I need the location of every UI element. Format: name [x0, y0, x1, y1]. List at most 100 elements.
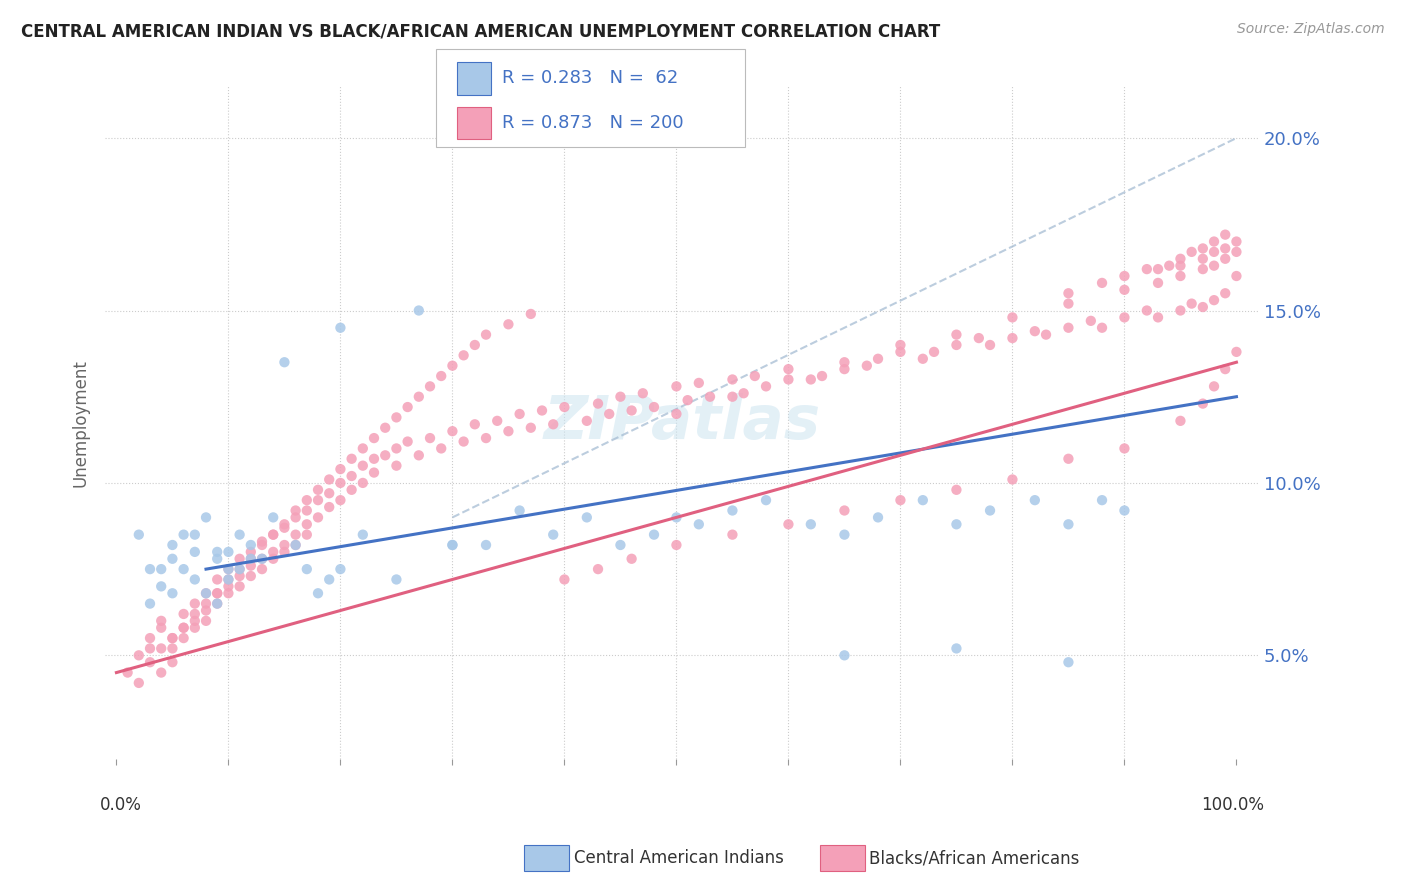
Point — [295, 503, 318, 517]
Point — [733, 386, 755, 401]
Point — [575, 510, 598, 524]
Point — [217, 579, 239, 593]
Point — [1192, 252, 1215, 266]
Point — [295, 517, 318, 532]
Y-axis label: Unemployment: Unemployment — [72, 359, 89, 486]
Point — [217, 573, 239, 587]
Point — [239, 569, 262, 583]
Point — [1136, 303, 1159, 318]
Point — [531, 403, 554, 417]
Point — [385, 442, 408, 456]
Point — [273, 545, 295, 559]
Point — [755, 493, 778, 508]
Point — [1114, 310, 1136, 325]
Point — [1225, 268, 1247, 283]
Point — [1213, 252, 1236, 266]
Point — [1057, 296, 1080, 310]
Point — [385, 458, 408, 473]
Point — [262, 545, 284, 559]
Point — [162, 655, 184, 669]
Point — [643, 527, 665, 541]
Point — [1202, 244, 1225, 259]
Point — [498, 424, 520, 438]
Point — [184, 607, 207, 621]
Point — [464, 338, 486, 352]
Point — [1114, 503, 1136, 517]
Point — [834, 527, 856, 541]
Point — [1091, 320, 1114, 334]
Point — [1170, 268, 1192, 283]
Point — [778, 372, 800, 386]
Point — [318, 500, 340, 514]
Point — [1057, 655, 1080, 669]
Point — [834, 362, 856, 376]
Point — [866, 510, 889, 524]
Point — [419, 379, 441, 393]
Point — [889, 493, 911, 508]
Point — [1202, 379, 1225, 393]
Point — [228, 579, 250, 593]
Point — [195, 603, 218, 617]
Point — [385, 573, 408, 587]
Point — [1213, 362, 1236, 376]
Point — [979, 503, 1001, 517]
Point — [273, 517, 295, 532]
Point — [665, 379, 688, 393]
Point — [688, 517, 710, 532]
Point — [1225, 344, 1247, 359]
Point — [139, 655, 162, 669]
Point — [1057, 451, 1080, 466]
Point — [307, 483, 329, 497]
Point — [721, 372, 744, 386]
Point — [217, 586, 239, 600]
Point — [250, 551, 273, 566]
Point — [408, 390, 430, 404]
Point — [340, 451, 363, 466]
Point — [1170, 414, 1192, 428]
Point — [1147, 262, 1170, 277]
Point — [396, 400, 419, 414]
Point — [173, 527, 195, 541]
Text: Blacks/African Americans: Blacks/African Americans — [869, 849, 1080, 867]
Point — [239, 551, 262, 566]
Point — [262, 527, 284, 541]
Point — [1114, 442, 1136, 456]
Point — [945, 338, 967, 352]
Point — [665, 407, 688, 421]
Point — [195, 586, 218, 600]
Point — [273, 355, 295, 369]
Point — [239, 551, 262, 566]
Point — [184, 527, 207, 541]
Point — [419, 431, 441, 445]
Point — [363, 466, 385, 480]
Point — [150, 621, 173, 635]
Point — [262, 527, 284, 541]
Point — [945, 641, 967, 656]
Point — [800, 517, 823, 532]
Point — [150, 562, 173, 576]
Point — [889, 338, 911, 352]
Point — [430, 442, 453, 456]
Point — [665, 510, 688, 524]
Point — [329, 562, 352, 576]
Point — [1024, 493, 1046, 508]
Point — [217, 545, 239, 559]
Point — [834, 503, 856, 517]
Point — [1147, 310, 1170, 325]
Point — [329, 475, 352, 490]
Point — [250, 538, 273, 552]
Point — [979, 338, 1001, 352]
Point — [250, 562, 273, 576]
Point — [162, 551, 184, 566]
Point — [1147, 276, 1170, 290]
Point — [541, 527, 564, 541]
Point — [967, 331, 990, 345]
Point — [945, 517, 967, 532]
Point — [453, 434, 475, 449]
Point — [1136, 262, 1159, 277]
Point — [1192, 396, 1215, 410]
Point — [139, 641, 162, 656]
Point — [721, 503, 744, 517]
Point — [811, 369, 834, 384]
Point — [609, 538, 631, 552]
